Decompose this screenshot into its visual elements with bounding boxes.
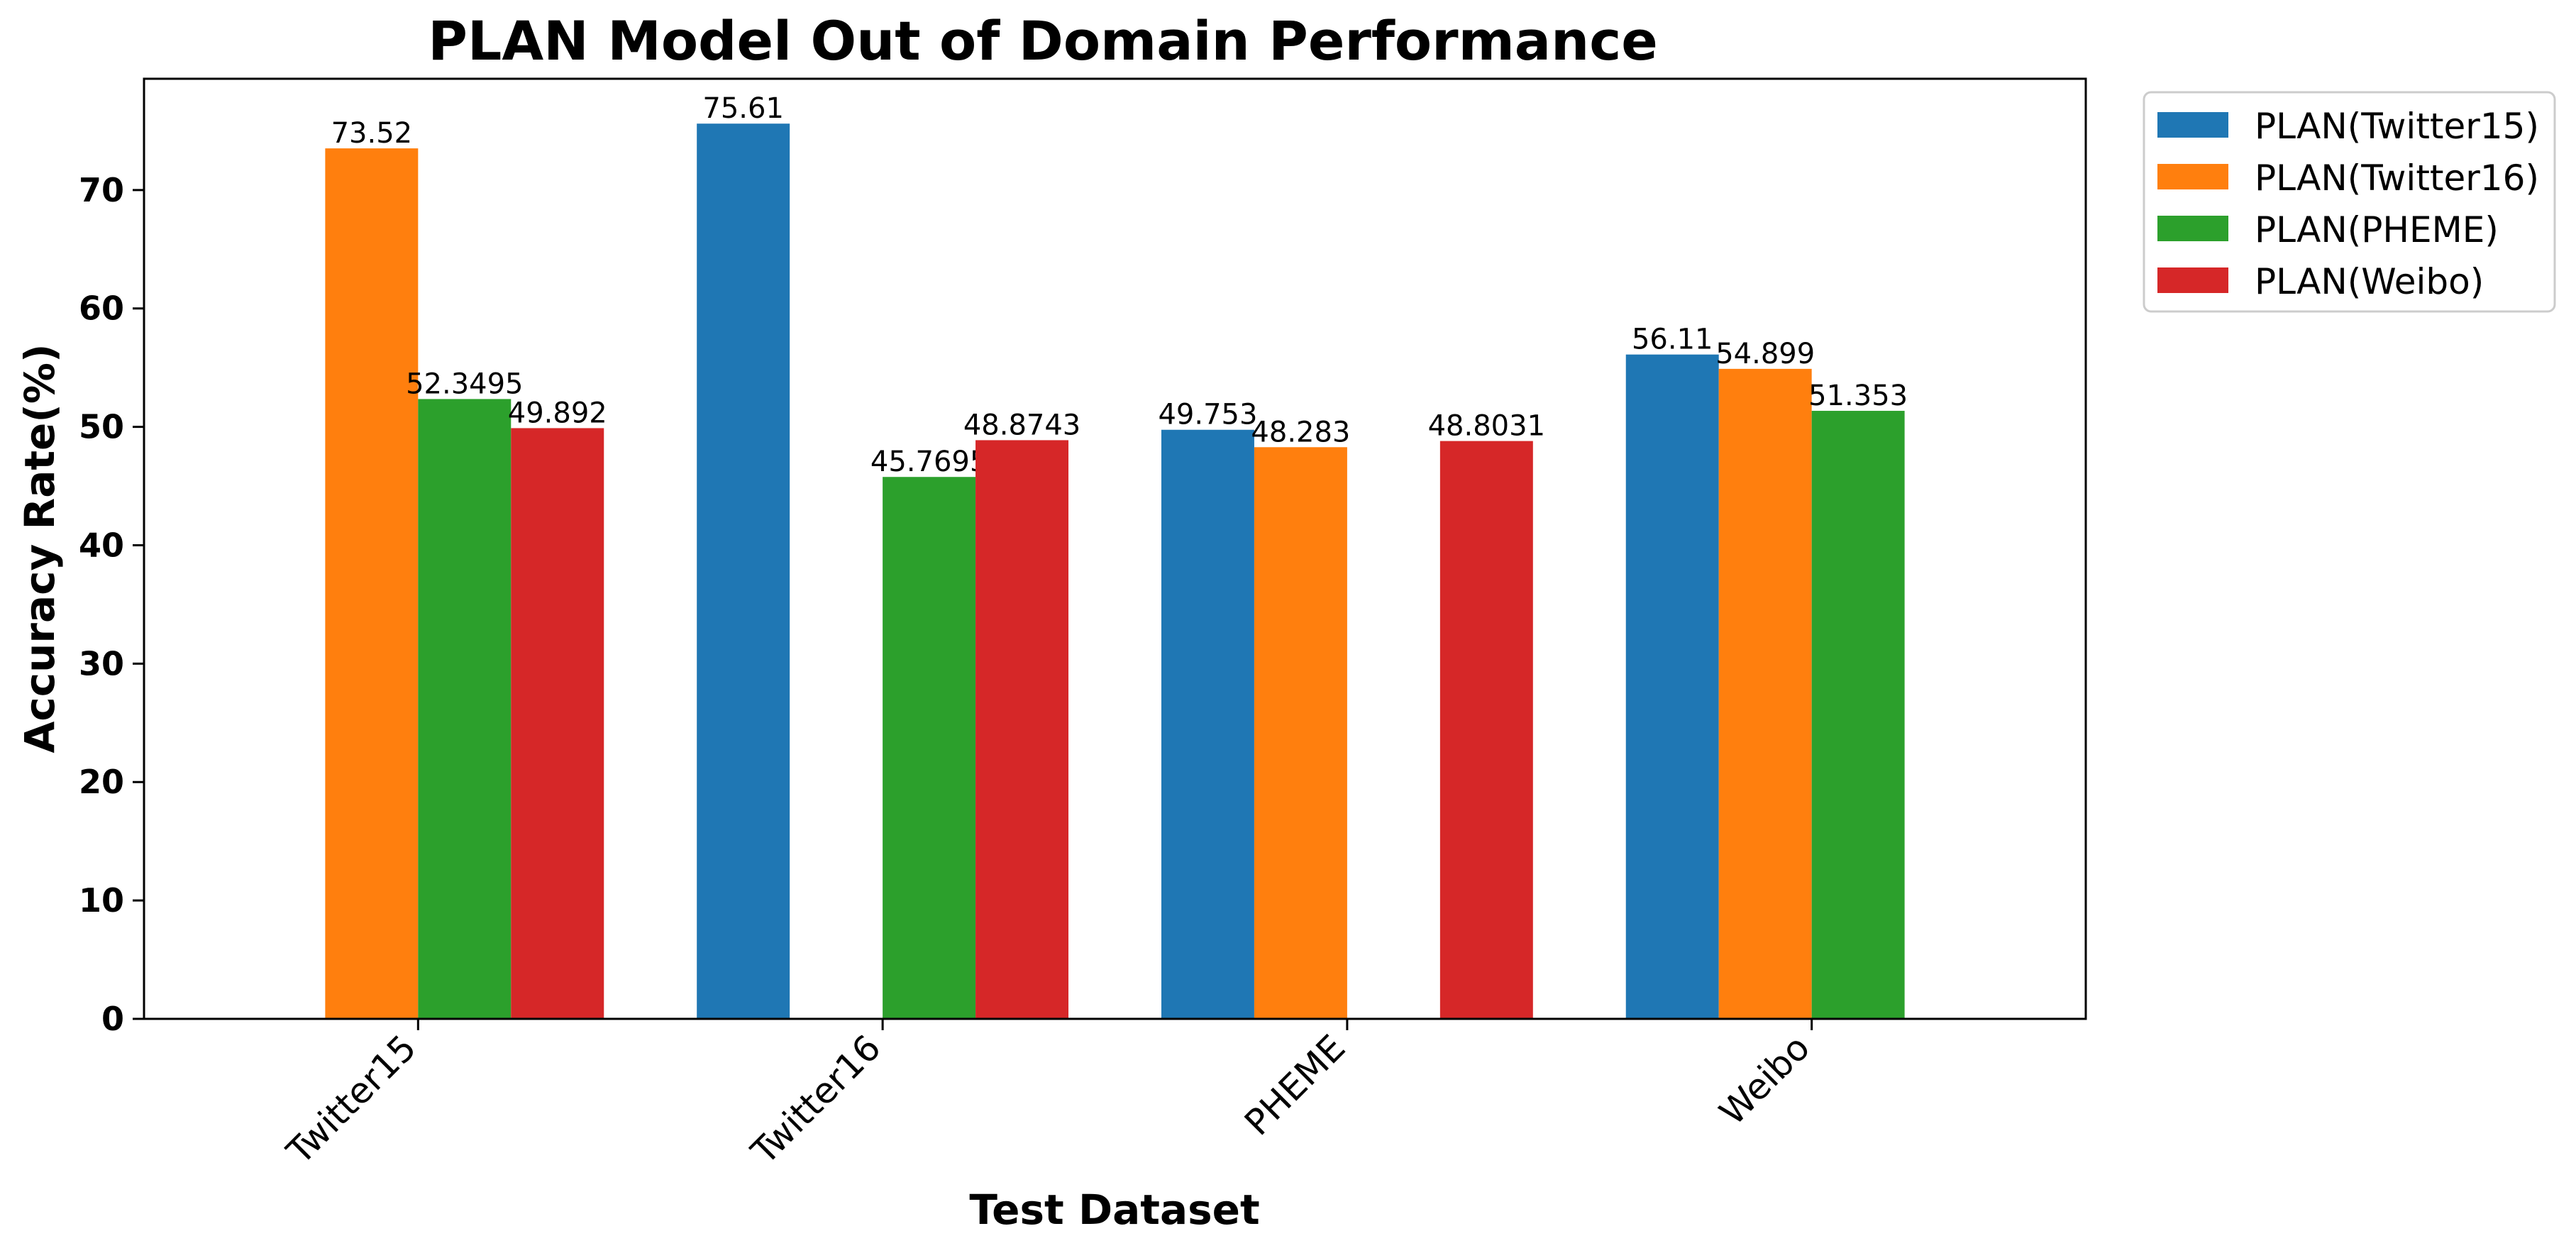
y-tick-label: 20 [79, 763, 124, 801]
y-tick-label: 10 [79, 881, 124, 920]
series-PLAN(Twitter16): 73.52 48.283 54.899 [325, 117, 1815, 1020]
y-tick-label: 70 [79, 171, 124, 209]
plot-frame [143, 77, 2087, 1020]
data-label-Weibo-PLAN(Twitter16): 54.899 [1715, 338, 1815, 370]
data-label-Twitter15-PLAN(Weibo): 49.892 [508, 397, 607, 429]
y-tick-label: 40 [79, 526, 124, 564]
data-label-PHEME-PLAN(Twitter16): 48.283 [1251, 416, 1350, 448]
data-label-Weibo-PLAN(PHEME): 51.353 [1808, 380, 1908, 412]
legend-swatch-PLAN(Weibo) [2157, 267, 2228, 293]
legend-label-PLAN(PHEME): PLAN(PHEME) [2255, 209, 2499, 250]
data-label-Twitter15-PLAN(Twitter16): 73.52 [331, 117, 413, 150]
bar-PHEME-PLAN(Weibo) [1439, 441, 1533, 1019]
bar-PHEME-PLAN(Twitter16) [1254, 447, 1347, 1019]
y-tick-label: 60 [79, 289, 124, 328]
legend-swatch-PLAN(PHEME) [2157, 216, 2228, 241]
series-PLAN(Weibo): 49.892 48.8743 48.8031 [508, 397, 1545, 1019]
bar-Twitter16-PLAN(PHEME) [883, 477, 976, 1019]
bar-Twitter15-PLAN(PHEME) [418, 399, 512, 1019]
bar-PHEME-PLAN(Twitter15) [1161, 429, 1254, 1019]
chart-title: PLAN Model Out of Domain Performance [428, 9, 1658, 72]
plot-area: 75.6149.75356.1173.5248.28354.89952.3495… [325, 92, 1908, 1020]
y-axis-label: Accuracy Rate(%) [16, 343, 64, 753]
legend-label-PLAN(Twitter16): PLAN(Twitter16) [2255, 158, 2539, 199]
bar-Twitter15-PLAN(Twitter16) [325, 148, 419, 1020]
data-label-Twitter16-PLAN(PHEME): 45.7695 [870, 446, 988, 478]
x-tick-label-Twitter15: Twitter15 [279, 1027, 424, 1172]
data-label-Twitter16-PLAN(Twitter15): 75.61 [702, 92, 784, 125]
data-label-PHEME-PLAN(Weibo): 48.8031 [1428, 410, 1545, 443]
bar-Weibo-PLAN(Twitter16) [1718, 368, 1812, 1019]
bar-Twitter16-PLAN(Weibo) [975, 440, 1069, 1019]
x-tick-label-PHEME: PHEME [1237, 1027, 1353, 1143]
legend-swatch-PLAN(Twitter15) [2157, 112, 2228, 138]
legend-label-PLAN(Weibo): PLAN(Weibo) [2255, 261, 2484, 302]
y-tick-label: 50 [79, 408, 124, 446]
bar-Weibo-PLAN(Twitter15) [1625, 354, 1719, 1020]
series-PLAN(Twitter15): 75.61 49.753 56.11 [697, 92, 1719, 1020]
data-label-PHEME-PLAN(Twitter15): 49.753 [1158, 399, 1257, 431]
series-PLAN(PHEME): 52.3495 45.7695 51.353 [406, 368, 1908, 1019]
x-tick-label-Weibo: Weibo [1712, 1027, 1818, 1133]
y-tick-label: 0 [101, 1000, 124, 1038]
legend: PLAN(Twitter15) PLAN(Twitter16) PLAN(PHEME… [2143, 91, 2556, 313]
data-label-Twitter15-PLAN(PHEME): 52.3495 [406, 368, 523, 400]
x-axis: Twitter15 Twitter16 PHEME Weibo [279, 1019, 1818, 1173]
bar-Weibo-PLAN(PHEME) [1811, 411, 1905, 1019]
legend-label-PLAN(Twitter15): PLAN(Twitter15) [2255, 106, 2539, 147]
y-axis: 0 10 20 30 40 50 60 70 [79, 171, 144, 1038]
data-label-Twitter16-PLAN(Weibo): 48.8743 [963, 409, 1080, 441]
x-tick-label-Twitter16: Twitter16 [743, 1027, 888, 1172]
bar-Twitter16-PLAN(Twitter15) [697, 123, 790, 1019]
bar-Twitter15-PLAN(Weibo) [511, 428, 604, 1019]
legend-box [2143, 91, 2556, 313]
legend-swatch-PLAN(Twitter16) [2157, 164, 2228, 189]
x-axis-label: Test Dataset [969, 1186, 1259, 1234]
y-tick-label: 30 [79, 644, 124, 683]
data-label-Weibo-PLAN(Twitter15): 56.11 [1632, 324, 1713, 356]
